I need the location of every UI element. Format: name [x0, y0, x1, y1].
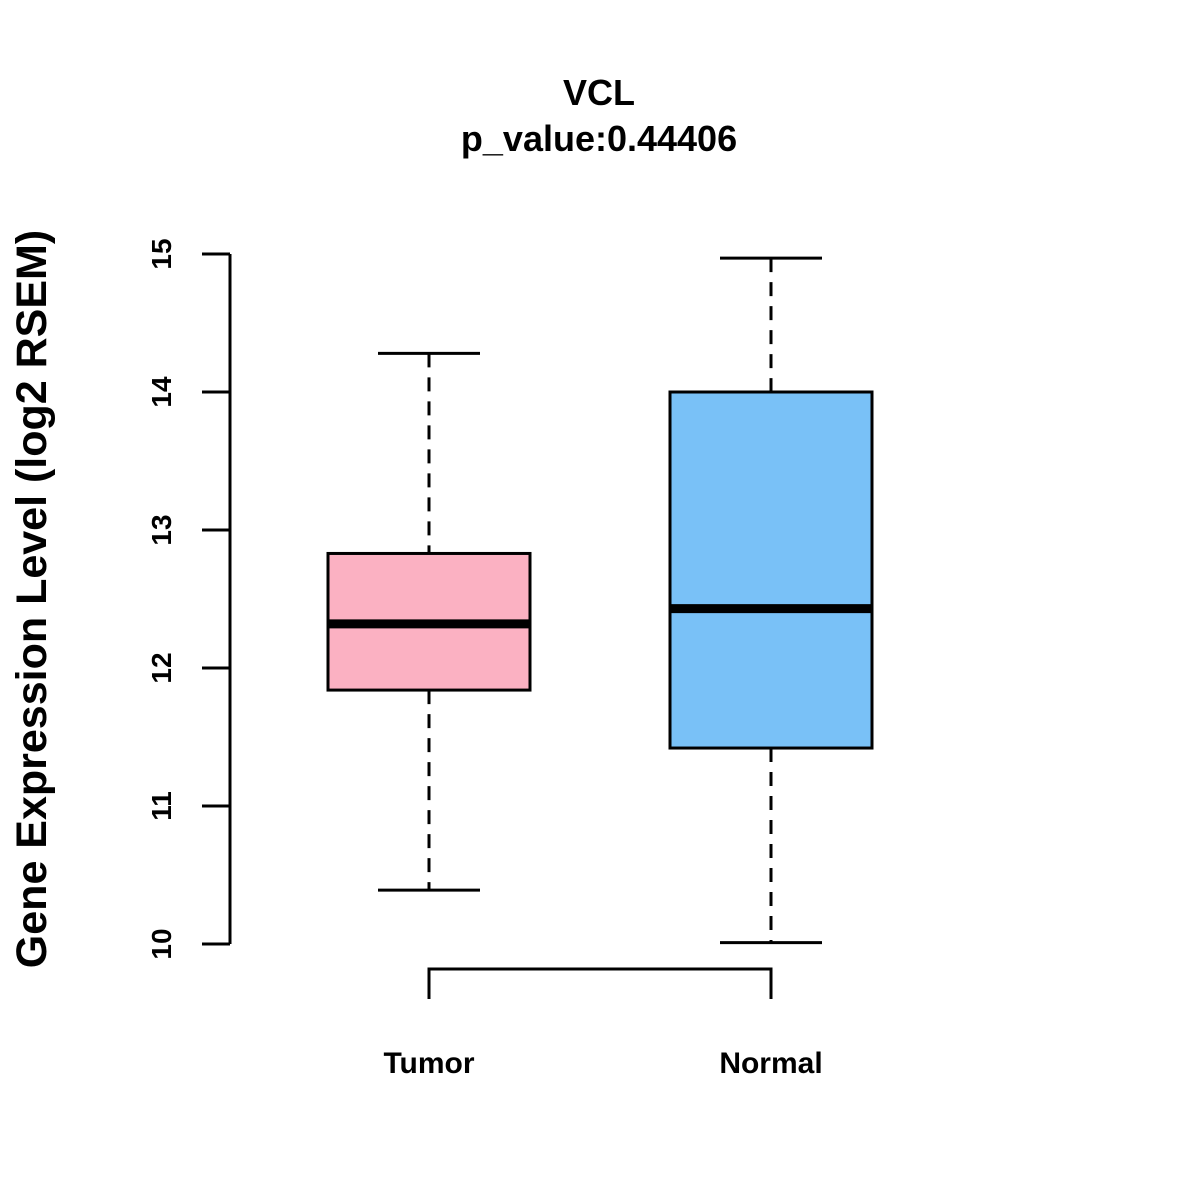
chart-title: VCL [563, 72, 635, 113]
y-tick-label: 15 [146, 238, 177, 269]
y-tick-label: 12 [146, 652, 177, 683]
x-axis-category-labels: Tumor Normal [383, 1047, 822, 1080]
y-axis-ticks: 10 11 12 13 14 15 [146, 238, 230, 960]
iqr-box [668, 390, 874, 750]
y-tick-label: 13 [146, 514, 177, 545]
x-category-label: Normal [719, 1047, 822, 1080]
y-axis-label: Gene Expression Level (log2 RSEM) [8, 230, 56, 968]
box-normal [668, 256, 874, 945]
boxes-group [326, 256, 874, 945]
bracket-line [427, 967, 773, 999]
y-tick-label: 14 [146, 376, 177, 408]
comparison-bracket [427, 967, 773, 999]
y-tick-label: 11 [146, 791, 177, 821]
x-category-label: Tumor [383, 1047, 474, 1080]
box-tumor [326, 351, 532, 892]
y-tick-label: 10 [146, 928, 177, 959]
chart-subtitle: p_value:0.44406 [461, 118, 737, 159]
